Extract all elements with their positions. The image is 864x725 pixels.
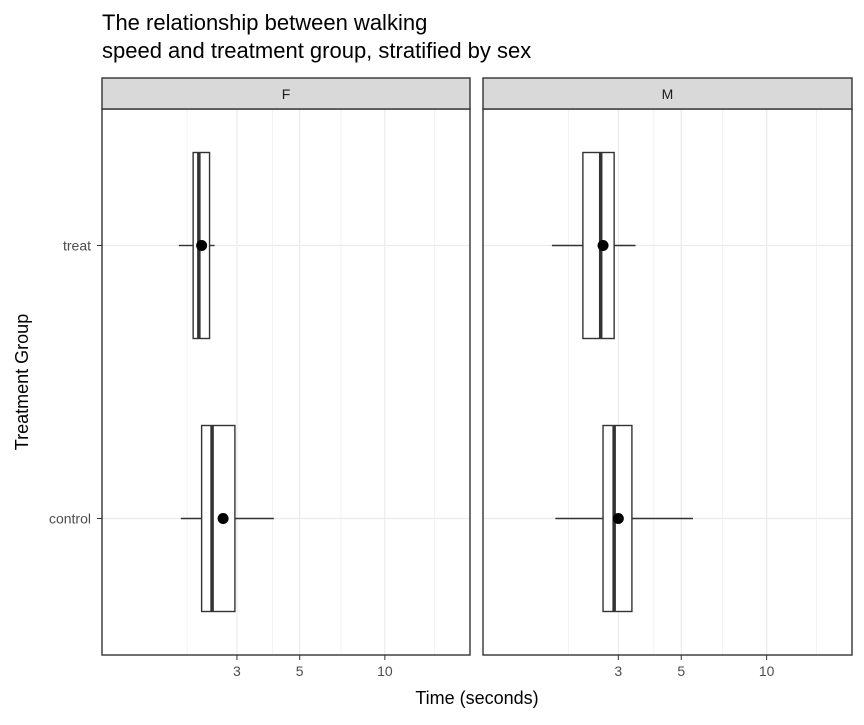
panel-bg-F [102, 109, 470, 655]
chart-title-line: The relationship between walking [102, 10, 427, 35]
y-tick-label-treat: treat [63, 238, 91, 254]
x-tick-label: 3 [614, 663, 622, 679]
y-axis-label: Treatment Group [12, 314, 32, 450]
x-axis-label: Time (seconds) [415, 688, 538, 708]
mean-point-M-control [612, 513, 624, 524]
facet-label-M: M [662, 86, 674, 102]
facet-strip-F [101, 77, 471, 110]
x-tick-label: 10 [377, 663, 393, 679]
x-tick-label: 10 [759, 663, 775, 679]
mean-point-M-treat [597, 240, 609, 251]
facet-label-F: F [282, 86, 291, 102]
x-tick-label: 5 [677, 663, 685, 679]
y-tick-label-control: control [49, 511, 91, 527]
mean-point-F-treat [196, 240, 208, 251]
x-tick-label: 5 [296, 663, 304, 679]
chart-title-line: speed and treatment group, stratified by… [102, 38, 531, 63]
mean-point-F-control [217, 513, 229, 524]
x-tick-label: 3 [233, 663, 241, 679]
facet-strip-M [482, 77, 853, 110]
panel-bg-M [483, 109, 852, 655]
